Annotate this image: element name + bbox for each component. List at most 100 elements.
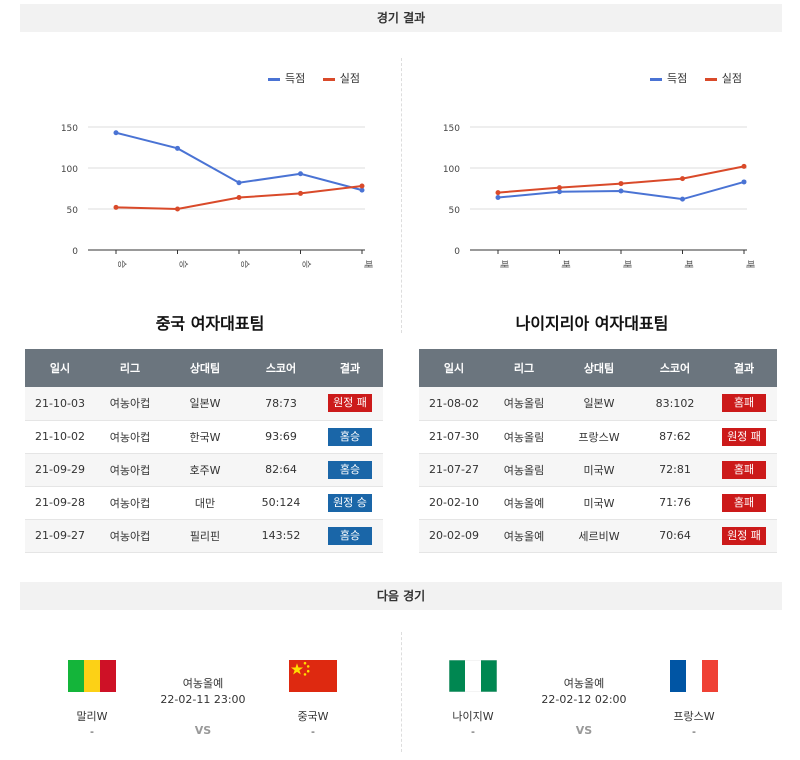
chart-legend: 득점 실점 (268, 70, 360, 86)
data-point[interactable] (495, 190, 501, 196)
china-line-chart: 0 50 100 150 승 승 승 승 패 (61, 124, 373, 268)
x-tick-label: 패 (498, 260, 509, 268)
cell-score: 78:73 (245, 387, 317, 421)
data-point[interactable] (618, 181, 624, 187)
away-score: - (311, 725, 315, 738)
next-match-2[interactable]: 나이지W - 여농올예 22-02-12 02:00 VS 프랑스W - (402, 630, 782, 750)
cell-opponent: 대만 (165, 486, 245, 520)
match-league: 여농올예 (182, 677, 224, 690)
cell-date: 21-09-27 (25, 519, 95, 553)
data-point[interactable] (680, 196, 685, 202)
data-point[interactable] (741, 163, 747, 169)
data-point[interactable] (236, 195, 242, 201)
cell-result: 홈패 (711, 486, 777, 520)
next-match-1[interactable]: 말리W - 여농올예 22-02-11 23:00 VS 중국W - (20, 630, 400, 750)
data-point[interactable] (557, 189, 562, 195)
cell-result: 홈승 (317, 453, 383, 487)
data-point[interactable] (495, 195, 501, 201)
result-badge: 원정 패 (722, 526, 766, 545)
vs-label: VS (194, 724, 212, 737)
column-header: 일시 (419, 349, 489, 387)
away-team-name: 중국W (297, 710, 329, 723)
result-badge: 원정 패 (328, 394, 372, 413)
team-title-nigeria: 나이지리아 여자대표팀 (515, 314, 669, 333)
cell-score: 87:62 (639, 420, 711, 454)
x-tick-label: 승 (301, 260, 312, 268)
column-header: 리그 (95, 349, 165, 387)
cell-score: 83:102 (639, 387, 711, 421)
cell-result: 원정 패 (317, 387, 383, 421)
data-point[interactable] (680, 176, 685, 182)
cell-score: 82:64 (245, 453, 317, 487)
cell-date: 20-02-09 (419, 519, 489, 553)
team-panel-nigeria: 득점 실점 0 50 100 150 패 패 패 패 패 나이지리아 여자대표팀 일시 리그 상대팀… (402, 50, 782, 553)
cell-league: 여농아컵 (95, 420, 165, 454)
result-badge: 원정 패 (722, 427, 766, 446)
cell-opponent: 호주W (165, 453, 245, 487)
cell-date: 20-02-10 (419, 486, 489, 520)
home-team-name: 나이지W (452, 710, 494, 723)
mali-flag-icon (68, 660, 116, 692)
x-tick-label: 패 (621, 260, 632, 268)
home-score: - (471, 725, 475, 738)
cell-result: 홈패 (711, 453, 777, 487)
cell-opponent: 세르비W (559, 519, 639, 553)
france-flag-icon (670, 660, 718, 692)
away-team-name: 프랑스W (673, 710, 715, 723)
table-row[interactable]: 21-09-28 여농아컵 대만 50:124 원정 승 (25, 486, 383, 520)
data-point[interactable] (557, 185, 562, 191)
table-row[interactable]: 21-07-27 여농올림 미국W 72:81 홈패 (419, 453, 777, 487)
data-point[interactable] (175, 145, 180, 151)
y-tick-label: 50 (449, 206, 461, 216)
table-row[interactable]: 21-08-02 여농올림 일본W 83:102 홈패 (419, 387, 777, 421)
table-row[interactable]: 21-10-03 여농아컵 일본W 78:73 원정 패 (25, 387, 383, 421)
data-point[interactable] (298, 171, 303, 177)
column-header: 결과 (317, 349, 383, 387)
table-row[interactable]: 21-09-27 여농아컵 필리핀 143:52 홈승 (25, 519, 383, 553)
data-point[interactable] (359, 187, 365, 193)
cell-score: 50:124 (245, 486, 317, 520)
table-row[interactable]: 21-07-30 여농올림 프랑스W 87:62 원정 패 (419, 420, 777, 454)
match-divider (401, 632, 402, 752)
table-row[interactable]: 21-10-02 여농아컵 한국W 93:69 홈승 (25, 420, 383, 454)
data-point[interactable] (618, 188, 624, 194)
cell-result: 원정 승 (317, 486, 383, 520)
x-tick-label: 패 (744, 260, 755, 268)
data-point[interactable] (741, 179, 747, 185)
cell-result: 홈패 (711, 387, 777, 421)
result-badge: 홈승 (328, 526, 372, 545)
y-tick-label: 0 (454, 247, 460, 257)
result-badge: 홈패 (722, 394, 766, 413)
y-tick-label: 100 (61, 165, 78, 175)
x-tick-label: 승 (239, 260, 250, 268)
match-league: 여농올예 (563, 677, 605, 690)
team-panel-china: 득점 실점 0 50 100 150 승 승 승 승 패 중국 여자대표팀 일시 리그 상대팀 스코어… (20, 50, 400, 553)
nigeria-line-chart: 0 50 100 150 패 패 패 패 패 (443, 124, 755, 268)
column-header: 상대팀 (559, 349, 639, 387)
data-point[interactable] (113, 204, 119, 210)
x-tick-label: 패 (683, 260, 694, 268)
cell-league: 여농올림 (489, 420, 559, 454)
legend-conceded: 실점 (704, 72, 742, 85)
data-point[interactable] (359, 183, 365, 189)
y-tick-label: 50 (67, 206, 79, 216)
cell-opponent: 미국W (559, 453, 639, 487)
table-row[interactable]: 21-09-29 여농아컵 호주W 82:64 홈승 (25, 453, 383, 487)
cell-opponent: 일본W (165, 387, 245, 421)
data-point[interactable] (175, 206, 180, 212)
away-score: - (692, 725, 696, 738)
match-datetime: 22-02-11 23:00 (160, 693, 246, 706)
data-point[interactable] (236, 180, 242, 186)
data-point[interactable] (113, 130, 119, 136)
cell-score: 72:81 (639, 453, 711, 487)
table-row[interactable]: 20-02-09 여농올예 세르비W 70:64 원정 패 (419, 519, 777, 553)
table-row[interactable]: 20-02-10 여농올예 미국W 71:76 홈패 (419, 486, 777, 520)
data-point[interactable] (298, 190, 303, 196)
table-header-row: 일시 리그 상대팀 스코어 결과 (25, 349, 383, 387)
legend-scored: 득점 (650, 72, 687, 85)
results-table-china: 일시 리그 상대팀 스코어 결과 21-10-03 여농아컵 일본W 78:73 원정 패 21-1… (25, 349, 383, 553)
cell-date: 21-07-30 (419, 420, 489, 454)
chart-legend: 득점 실점 (650, 70, 742, 86)
cell-opponent: 미국W (559, 486, 639, 520)
y-tick-label: 150 (61, 124, 78, 134)
